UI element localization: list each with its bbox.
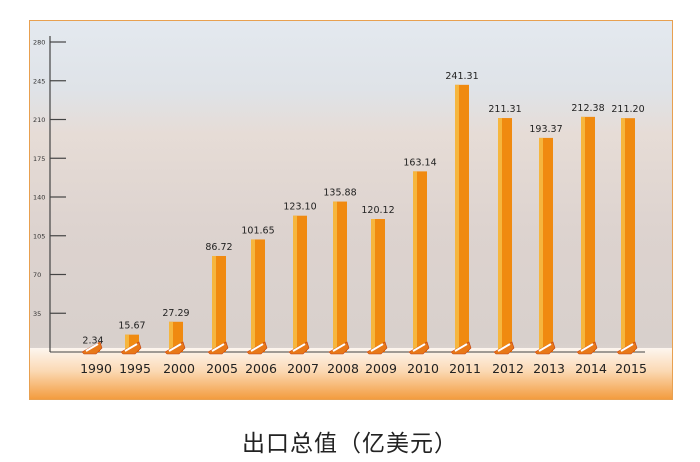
y-tick-label: 210 (33, 116, 45, 124)
ship-deck (168, 343, 182, 352)
x-tick-label: 2000 (163, 361, 195, 376)
ship-deck (538, 343, 552, 352)
data-label: 27.29 (162, 308, 189, 319)
bar-highlight (455, 84, 459, 352)
y-tick-label: 105 (33, 232, 45, 240)
bar-highlight (413, 171, 417, 352)
y-tick-label: 70 (33, 271, 41, 279)
ship-deck (292, 343, 306, 352)
data-label: 15.67 (118, 321, 145, 332)
data-label: 193.37 (529, 124, 562, 135)
x-tick-label: 2008 (327, 361, 359, 376)
ship-deck (412, 343, 426, 352)
data-label: 123.10 (283, 202, 316, 213)
ship-deck (211, 343, 225, 352)
bar-highlight (293, 215, 297, 352)
y-tick-label: 140 (33, 194, 45, 202)
x-tick-label: 2015 (615, 361, 647, 376)
bar-highlight (333, 201, 337, 352)
ship-deck (620, 343, 634, 352)
x-tick-label: 2005 (206, 361, 238, 376)
bar-highlight (371, 219, 375, 352)
ship-deck (332, 343, 346, 352)
ship-deck (497, 343, 511, 352)
x-tick-label: 2014 (575, 361, 607, 376)
bar-highlight (169, 321, 173, 352)
data-label: 135.88 (323, 188, 356, 199)
ship-deck (85, 343, 99, 352)
ship-deck (454, 343, 468, 352)
data-label: 211.31 (488, 104, 521, 115)
bar-highlight (251, 239, 255, 352)
bar-highlight (539, 137, 543, 352)
data-label: 101.65 (241, 225, 274, 236)
chart-title: 出口总值（亿美元） (242, 431, 458, 457)
bar-highlight (125, 334, 129, 352)
data-label: 2.34 (82, 335, 103, 346)
x-tick-label: 2013 (533, 361, 565, 376)
data-label: 212.38 (571, 103, 604, 114)
x-tick-label: 2010 (407, 361, 439, 376)
x-tick-label: 2006 (245, 361, 277, 376)
data-label: 163.14 (403, 157, 436, 168)
ship-deck (580, 343, 594, 352)
bar-highlight (621, 118, 625, 353)
ship-deck (250, 343, 264, 352)
x-tick-label: 1990 (80, 361, 112, 376)
x-tick-label: 2011 (449, 361, 481, 376)
x-tick-label: 2009 (365, 361, 397, 376)
x-tick-label: 1995 (119, 361, 151, 376)
bar-highlight (581, 116, 585, 353)
y-tick-label: 175 (33, 155, 45, 163)
y-tick-label: 245 (33, 77, 45, 85)
y-tick-label: 35 (33, 310, 41, 318)
data-label: 120.12 (361, 205, 394, 216)
data-label: 211.20 (611, 104, 644, 115)
ship-deck (124, 343, 138, 352)
bar-highlight (498, 118, 502, 352)
y-tick-label: 280 (33, 39, 45, 47)
x-tick-label: 2012 (492, 361, 524, 376)
x-tick-label: 2007 (287, 361, 319, 376)
ship-deck (370, 343, 384, 352)
data-label: 241.31 (445, 71, 478, 82)
bar-highlight (212, 255, 216, 352)
data-label: 86.72 (205, 242, 232, 253)
baseline-band (30, 348, 672, 399)
